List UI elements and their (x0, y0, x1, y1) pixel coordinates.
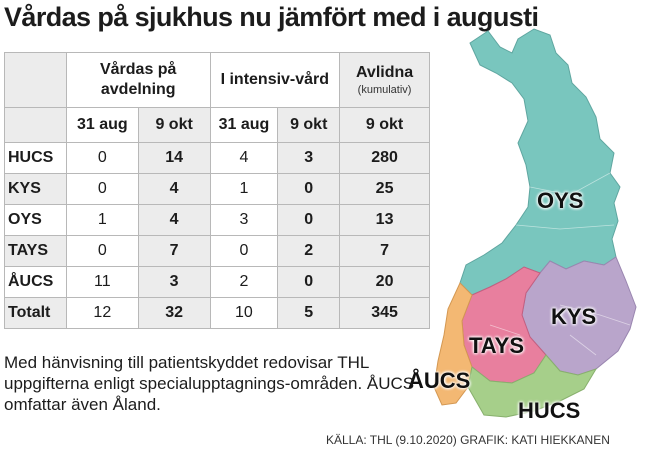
cell-ward-okt: 7 (137, 235, 211, 267)
finland-map (433, 28, 637, 418)
cell-ward-okt: 32 (137, 297, 211, 329)
cell-icu-okt: 3 (277, 142, 341, 174)
header-icu: I intensiv-vård (209, 52, 341, 108)
row-label: Totalt (4, 297, 67, 329)
row-label: ÅUCS (4, 266, 67, 298)
cell-icu-okt: 0 (277, 266, 341, 298)
source-credit: KÄLLA: THL (9.10.2020) GRAFIK: KATI HIEK… (326, 433, 610, 447)
chart-title: Vårdas på sjukhus nu jämfört med i augus… (4, 2, 539, 32)
cell-ward-aug: 0 (65, 142, 139, 174)
cell-icu-okt: 0 (277, 173, 341, 205)
table-row: Totalt 12 32 10 5 345 (4, 297, 430, 329)
cell-ward-aug: 0 (65, 235, 139, 267)
cell-deaths: 25 (339, 173, 430, 205)
cell-icu-aug: 1 (209, 173, 279, 205)
data-table: Vårdas på avdelning I intensiv-vård Avli… (4, 52, 430, 329)
cell-icu-aug: 2 (209, 266, 279, 298)
region-oys (459, 28, 621, 296)
map-label-hucs: HUCS (518, 398, 581, 423)
header-deaths-sub: (kumulativ) (357, 84, 412, 96)
corner-cell (4, 52, 67, 108)
cell-deaths: 13 (339, 204, 430, 236)
cell-ward-aug: 0 (65, 173, 139, 205)
row-label: TAYS (4, 235, 67, 267)
cell-icu-aug: 4 (209, 142, 279, 174)
cell-deaths: 280 (339, 142, 430, 174)
cell-deaths: 345 (339, 297, 430, 329)
row-label: KYS (4, 173, 67, 205)
cell-ward-aug: 11 (65, 266, 139, 298)
cell-ward-aug: 12 (65, 297, 139, 329)
cell-deaths: 7 (339, 235, 430, 267)
header-deaths-label: Avlidna (355, 64, 414, 81)
header-ward: Vårdas på avdelning (65, 52, 211, 108)
corner-cell-2 (4, 107, 67, 143)
row-label: OYS (4, 204, 67, 236)
table-row: OYS 1 4 3 0 13 (4, 204, 430, 236)
map-label-tays: TAYS (469, 333, 525, 358)
map-label-oys: OYS (537, 188, 584, 213)
cell-icu-okt: 5 (277, 297, 341, 329)
cell-ward-okt: 4 (137, 204, 211, 236)
table-row: ÅUCS 11 3 2 0 20 (4, 266, 430, 298)
date-icu-okt: 9 okt (277, 107, 341, 143)
cell-icu-aug: 3 (209, 204, 279, 236)
map-label-aucs: ÅUCS (408, 368, 471, 393)
date-ward-aug: 31 aug (65, 107, 139, 143)
date-ward-okt: 9 okt (137, 107, 211, 143)
cell-ward-okt: 4 (137, 173, 211, 205)
table-row: TAYS 0 7 0 2 7 (4, 235, 430, 267)
cell-icu-aug: 10 (209, 297, 279, 329)
table-row: HUCS 0 14 4 3 280 (4, 142, 430, 174)
cell-icu-aug: 0 (209, 235, 279, 267)
cell-deaths: 20 (339, 266, 430, 298)
cell-icu-okt: 0 (277, 204, 341, 236)
cell-ward-okt: 3 (137, 266, 211, 298)
region-hucs (467, 354, 598, 418)
cell-ward-okt: 14 (137, 142, 211, 174)
table-row: KYS 0 4 1 0 25 (4, 173, 430, 205)
cell-ward-aug: 1 (65, 204, 139, 236)
cell-icu-okt: 2 (277, 235, 341, 267)
region-aucs (433, 282, 473, 406)
header-deaths: Avlidna (kumulativ) (339, 52, 430, 108)
date-icu-aug: 31 aug (209, 107, 279, 143)
footnote: Med hänvisning till patientskyddet redov… (4, 353, 415, 414)
map-label-kys: KYS (551, 304, 597, 329)
row-label: HUCS (4, 142, 67, 174)
municipal-borders (489, 172, 631, 356)
